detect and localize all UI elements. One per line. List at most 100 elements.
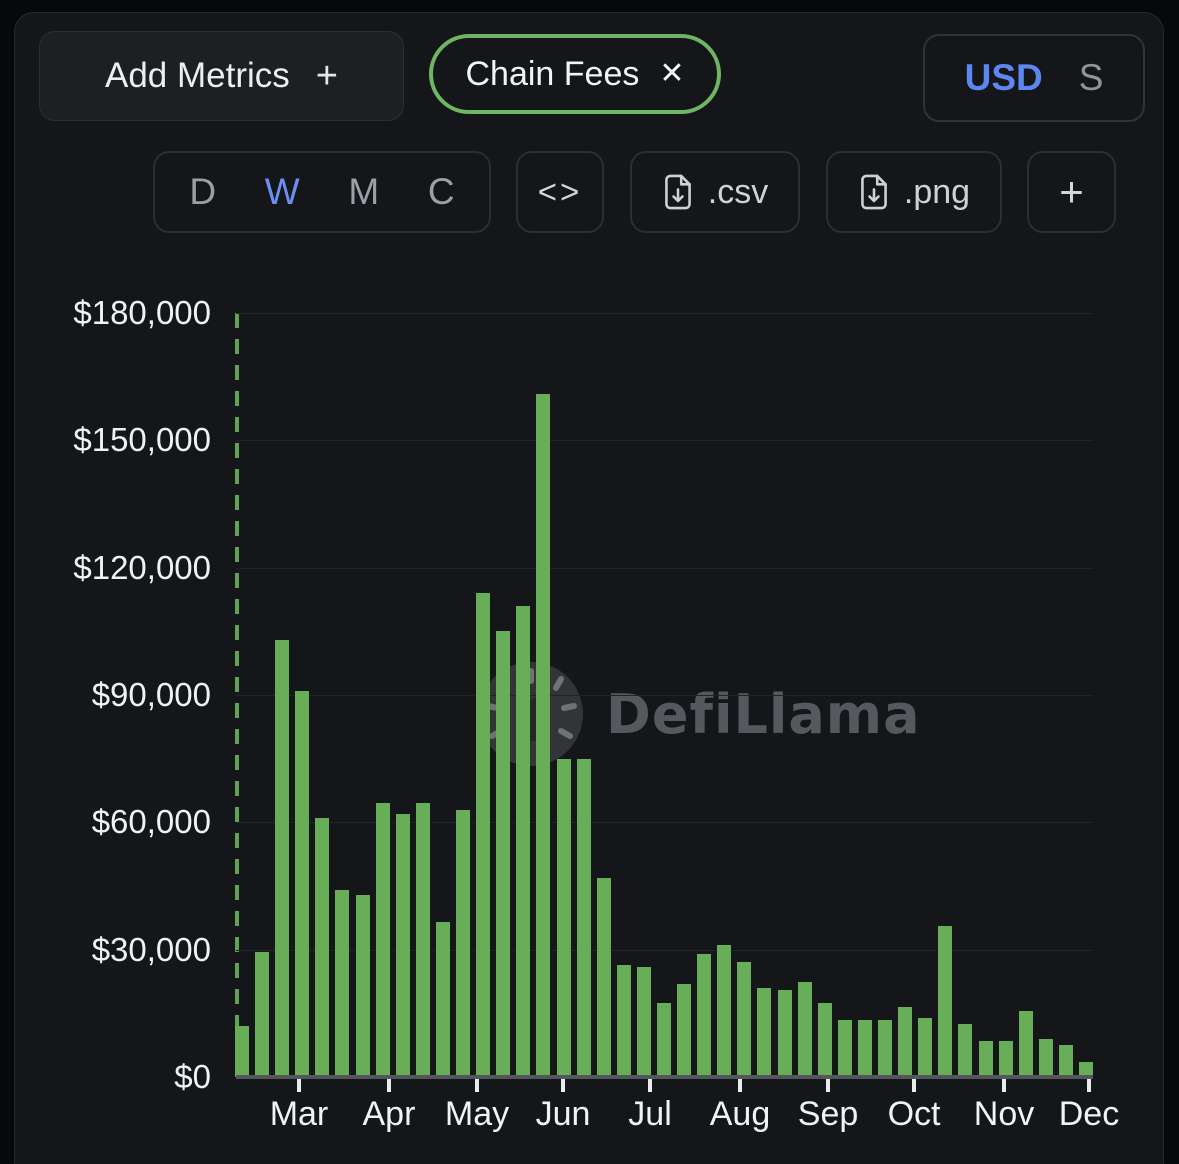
y-tick-label: $180,000 bbox=[73, 294, 211, 331]
bar[interactable] bbox=[797, 981, 812, 1075]
bar[interactable] bbox=[1038, 1038, 1053, 1075]
close-icon[interactable]: ✕ bbox=[659, 57, 685, 90]
x-tick-label: Sep bbox=[797, 1095, 859, 1133]
x-tick bbox=[912, 1079, 917, 1092]
y-axis: $0 $30,000 $60,000 $90,000 $120,000 $150,000 $… bbox=[15, 294, 211, 1095]
gridline bbox=[236, 822, 1093, 824]
png-label: .png bbox=[903, 172, 971, 211]
watermark-text: DefiLlama bbox=[606, 682, 921, 746]
bar[interactable] bbox=[496, 631, 511, 1075]
interval-toggle-group[interactable]: D W M C bbox=[153, 151, 491, 233]
x-tick bbox=[386, 1079, 391, 1092]
csv-label: .csv bbox=[707, 172, 769, 211]
bar[interactable] bbox=[636, 966, 651, 1075]
y-tick-label: $60,000 bbox=[91, 803, 211, 841]
file-download-icon bbox=[664, 174, 691, 210]
bar[interactable] bbox=[355, 894, 370, 1075]
bar[interactable] bbox=[1058, 1045, 1073, 1075]
metric-pill-label: Chain Fees bbox=[465, 54, 640, 93]
gridline bbox=[236, 695, 1093, 696]
x-tick-label: Aug bbox=[709, 1095, 771, 1133]
bar[interactable] bbox=[315, 818, 330, 1075]
bar[interactable] bbox=[656, 1002, 671, 1075]
bar[interactable] bbox=[435, 922, 450, 1075]
bar[interactable] bbox=[476, 593, 491, 1075]
code-brackets-icon: <> bbox=[537, 173, 583, 210]
interval-option-w[interactable]: W bbox=[264, 171, 300, 212]
bar[interactable] bbox=[697, 953, 712, 1075]
bar[interactable] bbox=[556, 758, 571, 1075]
file-download-icon bbox=[861, 174, 887, 210]
bar[interactable] bbox=[777, 990, 792, 1075]
x-tick-label: Mar bbox=[269, 1095, 329, 1133]
x-tick bbox=[296, 1079, 301, 1092]
bar[interactable] bbox=[918, 1017, 933, 1075]
bar[interactable] bbox=[978, 1040, 993, 1075]
add-chart-button[interactable]: + bbox=[1027, 151, 1116, 233]
bar[interactable] bbox=[456, 809, 471, 1075]
x-tick-label: Nov bbox=[973, 1095, 1035, 1133]
bar[interactable] bbox=[737, 962, 752, 1075]
x-tick bbox=[1086, 1079, 1091, 1092]
x-tick-label: Oct bbox=[887, 1095, 941, 1133]
bar[interactable] bbox=[857, 1019, 872, 1075]
currency-toggle[interactable]: USD S bbox=[923, 34, 1145, 122]
add-metrics-label: Add Metrics bbox=[105, 56, 290, 95]
bar[interactable] bbox=[837, 1019, 852, 1075]
bar[interactable] bbox=[898, 1006, 913, 1075]
x-tick-label: Dec bbox=[1058, 1095, 1120, 1133]
x-tick-label: Jun bbox=[535, 1095, 591, 1133]
bar[interactable] bbox=[395, 813, 410, 1075]
bar[interactable] bbox=[375, 803, 390, 1075]
gridline bbox=[236, 949, 1093, 951]
metric-pill-chain-fees[interactable]: Chain Fees ✕ bbox=[429, 34, 721, 114]
x-tick-label: May bbox=[444, 1095, 510, 1133]
x-tick bbox=[474, 1079, 479, 1092]
bar[interactable] bbox=[677, 983, 692, 1075]
add-metrics-button[interactable]: Add Metrics + bbox=[39, 31, 404, 121]
x-axis-line bbox=[236, 1075, 1093, 1079]
bar[interactable] bbox=[998, 1040, 1013, 1075]
currency-option-symbol[interactable]: S bbox=[1078, 57, 1104, 98]
bar[interactable] bbox=[335, 890, 350, 1075]
x-tick-label: Apr bbox=[362, 1095, 416, 1133]
x-tick bbox=[561, 1079, 566, 1092]
bar[interactable] bbox=[536, 393, 551, 1075]
gridline bbox=[236, 440, 1093, 442]
interval-option-m[interactable]: M bbox=[348, 171, 380, 212]
bar[interactable] bbox=[1078, 1062, 1093, 1075]
currency-option-usd[interactable]: USD bbox=[964, 57, 1043, 98]
interval-option-d[interactable]: D bbox=[189, 171, 217, 212]
chart-card: Add Metrics + Chain Fees ✕ USD S D W M C… bbox=[14, 12, 1164, 1164]
bar[interactable] bbox=[576, 758, 591, 1075]
download-csv-button[interactable]: .csv bbox=[630, 151, 800, 233]
bar[interactable] bbox=[275, 639, 290, 1075]
bar[interactable] bbox=[616, 964, 631, 1075]
bar[interactable] bbox=[757, 987, 772, 1075]
y-tick-label: $150,000 bbox=[73, 421, 211, 459]
bar[interactable] bbox=[717, 945, 732, 1075]
bar[interactable] bbox=[958, 1023, 973, 1075]
y-tick-label: $120,000 bbox=[73, 548, 211, 586]
download-png-button[interactable]: .png bbox=[826, 151, 1002, 233]
bar[interactable] bbox=[255, 951, 270, 1075]
y-tick-label: $30,000 bbox=[91, 930, 211, 968]
bar[interactable] bbox=[817, 1002, 832, 1075]
plot-area[interactable]: DefiLlama Mar Apr May Jun Jul Aug Sep Oct Nov Dec bbox=[235, 313, 1119, 1133]
y-tick-label: $0 bbox=[174, 1058, 211, 1095]
bar[interactable] bbox=[1018, 1011, 1033, 1075]
embed-code-button[interactable]: <> bbox=[516, 151, 604, 233]
x-tick bbox=[1002, 1079, 1007, 1092]
x-tick bbox=[738, 1079, 742, 1092]
x-tick bbox=[826, 1079, 831, 1092]
bar[interactable] bbox=[235, 1026, 249, 1075]
bar[interactable] bbox=[415, 803, 430, 1075]
interval-option-c[interactable]: C bbox=[427, 171, 455, 212]
bar[interactable] bbox=[295, 690, 310, 1075]
plus-icon: + bbox=[1059, 168, 1084, 215]
bar[interactable] bbox=[878, 1019, 893, 1075]
bar[interactable] bbox=[596, 877, 611, 1075]
bar[interactable] bbox=[516, 605, 531, 1075]
bar[interactable] bbox=[938, 926, 953, 1075]
x-tick bbox=[648, 1079, 653, 1092]
